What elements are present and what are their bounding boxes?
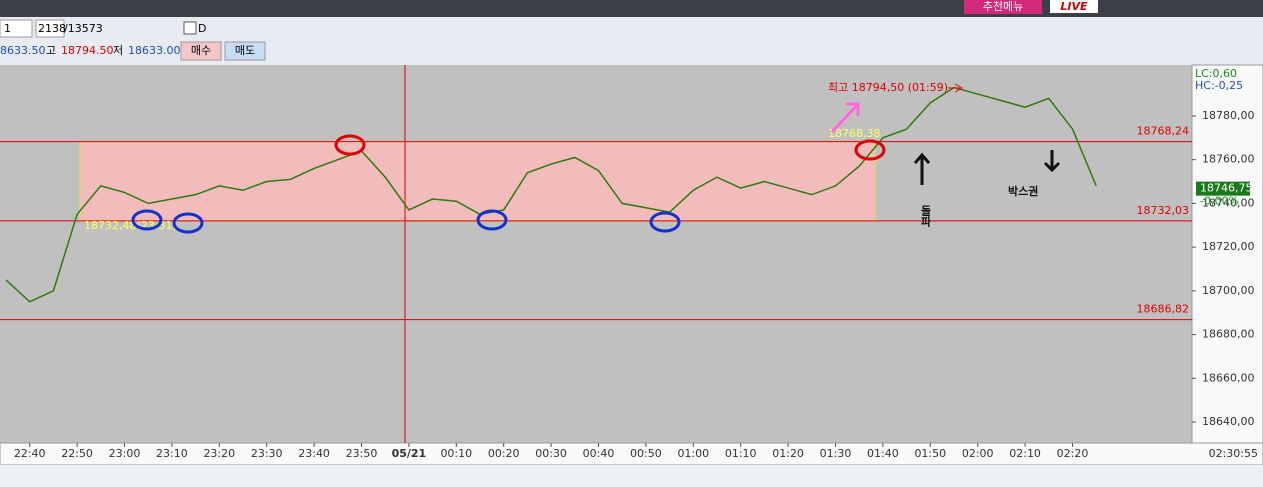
- handwritten-circle: [172, 212, 204, 234]
- lc: LC:0,60: [1195, 67, 1237, 80]
- plot-area: [0, 65, 1192, 443]
- handwriting-box: 박스권: [1008, 184, 1038, 198]
- handwritten-circle: [649, 211, 681, 233]
- menu-label: 추천메뉴: [983, 0, 1023, 13]
- last-price: 18746,75: [1200, 182, 1253, 195]
- x-tick-label: 01:50: [914, 447, 946, 460]
- buy-button[interactable]: [180, 41, 222, 61]
- x-tick-label: 23:30: [251, 447, 283, 460]
- up-arrow: [913, 152, 931, 185]
- y-tick-label: 18640,00: [1202, 415, 1255, 428]
- last-price-box: [1196, 181, 1250, 196]
- box-top-note: 18768,38: [828, 127, 881, 140]
- x-tick-label: 01:40: [867, 447, 899, 460]
- high: 18794.50: [61, 44, 114, 57]
- buy-label: 매수: [191, 44, 211, 57]
- x-tick-label: 23:00: [109, 447, 141, 460]
- x-tick-label: 23:40: [298, 447, 330, 460]
- open: 8633.50: [0, 44, 46, 57]
- d-label: D: [198, 22, 206, 35]
- x-tick-label: 22:40: [14, 447, 46, 460]
- x-tick-label: 00:20: [488, 447, 520, 460]
- x-tick-label: 23:50: [346, 447, 378, 460]
- level-label: 18768,24: [1137, 125, 1190, 138]
- price-line: [5, 86, 1097, 303]
- hc: HC:-0,25: [1195, 79, 1243, 92]
- x-tick-label: 05/21: [392, 447, 427, 460]
- x-tick-label: 01:00: [677, 447, 709, 460]
- level-label: 18686,82: [1137, 303, 1190, 316]
- x-tick-label: 02:10: [1009, 447, 1041, 460]
- bottom-toolbar: [0, 465, 1263, 487]
- total: /13573: [64, 22, 103, 35]
- sell-button[interactable]: [224, 41, 266, 61]
- y-tick-label: 18660,00: [1202, 371, 1255, 384]
- x-tick-label: 00:30: [535, 447, 567, 460]
- low: 18633.00: [128, 44, 181, 57]
- x-tick-label: 23:10: [156, 447, 188, 460]
- high-label: 고: [46, 44, 56, 57]
- live-label: LIVE: [1060, 0, 1088, 13]
- handwriting-breakout: 돌파: [919, 205, 932, 228]
- clock: 02:30:55: [1209, 447, 1258, 460]
- x-tick-label: 00:40: [583, 447, 615, 460]
- x-tick-label: 02:20: [1057, 447, 1089, 460]
- title-bar: [0, 0, 1263, 17]
- count-box[interactable]: [0, 19, 33, 38]
- high-note: 최고 18794,50 (01:59): [828, 81, 948, 94]
- x-tick-label: 00:10: [440, 447, 472, 460]
- handwritten-circle: [476, 209, 508, 231]
- high-arrow: [948, 83, 964, 93]
- y-tick-label: 18740,00: [1202, 196, 1255, 209]
- box-low-note: 18732,48(23:31): [84, 219, 177, 232]
- x-tick-label: 22:50: [61, 447, 93, 460]
- down-arrow: [1043, 150, 1061, 173]
- menu-button[interactable]: [964, 0, 1042, 14]
- x-tick-label: 02:00: [962, 447, 994, 460]
- y-axis-panel: [1191, 64, 1263, 444]
- handwritten-circle: [131, 209, 163, 231]
- x-tick-label: 01:20: [772, 447, 804, 460]
- x-tick-label: 01:30: [820, 447, 852, 460]
- box-range: [79, 141, 876, 222]
- level-label: 18732,03: [1137, 204, 1190, 217]
- x-tick-label: 00:50: [630, 447, 662, 460]
- handwritten-circle: [854, 139, 886, 161]
- handwritten-circle: [334, 134, 366, 156]
- x-tick-label: 01:10: [725, 447, 757, 460]
- y-tick-label: 18680,00: [1202, 328, 1255, 341]
- y-tick-label: 18700,00: [1202, 284, 1255, 297]
- checkbox[interactable]: [183, 21, 197, 35]
- sell-label: 매도: [235, 44, 255, 57]
- y-tick-label: 18760,00: [1202, 153, 1255, 166]
- pink-arrow: [830, 102, 860, 134]
- count: 1: [4, 22, 11, 35]
- low-label: 저: [113, 44, 123, 57]
- change: -0,00%: [1200, 195, 1239, 208]
- index: 2138: [38, 22, 66, 35]
- live-button[interactable]: [1050, 0, 1098, 13]
- y-tick-label: 18780,00: [1202, 109, 1255, 122]
- x-tick-label: 23:20: [203, 447, 235, 460]
- index-box[interactable]: [35, 19, 65, 38]
- y-tick-label: 18720,00: [1202, 240, 1255, 253]
